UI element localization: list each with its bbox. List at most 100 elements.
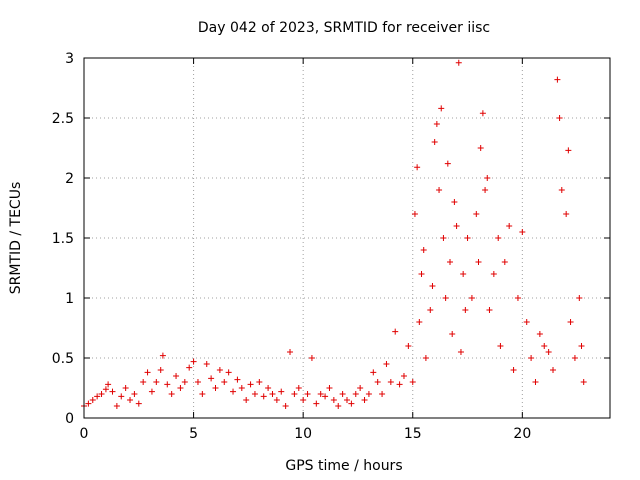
data-point (203, 361, 210, 367)
data-point (113, 403, 120, 409)
data-point (344, 397, 350, 403)
data-point (317, 391, 324, 397)
data-point (460, 271, 467, 277)
data-point (243, 397, 250, 403)
data-point (230, 388, 237, 395)
data-point (427, 307, 434, 313)
data-point (135, 400, 142, 407)
data-point (383, 361, 390, 367)
data-point (475, 259, 482, 265)
data-point (440, 235, 447, 241)
data-point (451, 199, 458, 205)
y-tick-label: 1.5 (52, 231, 74, 247)
data-point (348, 400, 355, 407)
data-point (396, 381, 403, 388)
data-point (109, 388, 116, 395)
data-point (379, 391, 386, 397)
data-point (221, 379, 228, 385)
data-point (409, 379, 416, 385)
data-point (282, 403, 289, 409)
data-point (455, 59, 462, 66)
data-point (400, 373, 407, 379)
x-tick-label: 20 (513, 426, 531, 442)
data-point (558, 187, 565, 193)
data-point (361, 397, 368, 403)
data-point (374, 379, 381, 385)
data-point (153, 379, 160, 385)
data-point (449, 331, 456, 337)
data-point (159, 352, 166, 359)
data-point (131, 391, 138, 397)
data-points (81, 59, 587, 409)
y-tick-label: 2.5 (52, 111, 74, 127)
data-point (464, 235, 471, 241)
data-point (429, 283, 436, 289)
data-point (528, 355, 535, 361)
data-point (418, 271, 425, 277)
data-point (365, 391, 372, 397)
data-point (225, 369, 232, 376)
axis-ticks: 0 5 10 15 20 0 0.5 1 1.5 2 2.5 3 (52, 51, 610, 442)
data-point (497, 343, 504, 349)
data-point (94, 393, 101, 400)
data-point (102, 386, 109, 393)
data-point (532, 379, 539, 385)
data-point (190, 358, 197, 365)
data-point (352, 391, 359, 397)
data-point (370, 369, 377, 376)
y-tick-label: 3 (65, 51, 74, 67)
y-tick-label: 2 (65, 171, 74, 187)
data-point (238, 385, 245, 391)
chart-title: Day 042 of 2023, SRMTID for receiver iis… (198, 20, 490, 36)
data-point (571, 355, 578, 361)
data-point (148, 388, 155, 395)
data-point (447, 259, 454, 265)
data-point (265, 385, 272, 391)
data-point (554, 76, 561, 83)
data-point (313, 400, 320, 407)
data-point (260, 393, 267, 400)
data-point (567, 319, 574, 325)
data-point (482, 187, 489, 193)
data-point (168, 391, 175, 397)
data-point (468, 295, 475, 301)
data-point (479, 110, 486, 117)
data-point (335, 403, 342, 409)
data-point (177, 385, 184, 391)
data-point (442, 295, 449, 301)
data-point (578, 343, 585, 349)
data-point (453, 223, 460, 229)
data-point (216, 367, 223, 373)
data-point (438, 105, 445, 112)
data-point (278, 388, 285, 395)
data-point (300, 397, 307, 403)
plot-frame (83, 57, 611, 419)
data-point (576, 295, 583, 301)
data-point (295, 385, 302, 391)
data-point (545, 349, 552, 355)
data-point (387, 379, 394, 385)
data-point (514, 295, 521, 301)
y-tick-label: 1 (65, 291, 74, 307)
data-point (140, 379, 147, 385)
data-point (85, 400, 92, 407)
data-point (556, 115, 563, 121)
data-point (186, 364, 193, 371)
data-point (457, 349, 464, 355)
x-tick-label: 10 (294, 426, 312, 442)
x-axis-label: GPS time / hours (285, 458, 402, 474)
data-point (506, 223, 513, 229)
data-point (89, 397, 96, 403)
data-point (486, 307, 493, 313)
data-point (484, 175, 491, 181)
data-point (164, 381, 171, 388)
data-point (269, 391, 276, 397)
data-point (477, 145, 484, 151)
data-point (199, 391, 206, 397)
data-point (495, 235, 502, 241)
data-point (357, 385, 364, 391)
data-point (339, 391, 346, 397)
y-tick-label: 0 (65, 411, 74, 427)
data-point (501, 259, 508, 265)
